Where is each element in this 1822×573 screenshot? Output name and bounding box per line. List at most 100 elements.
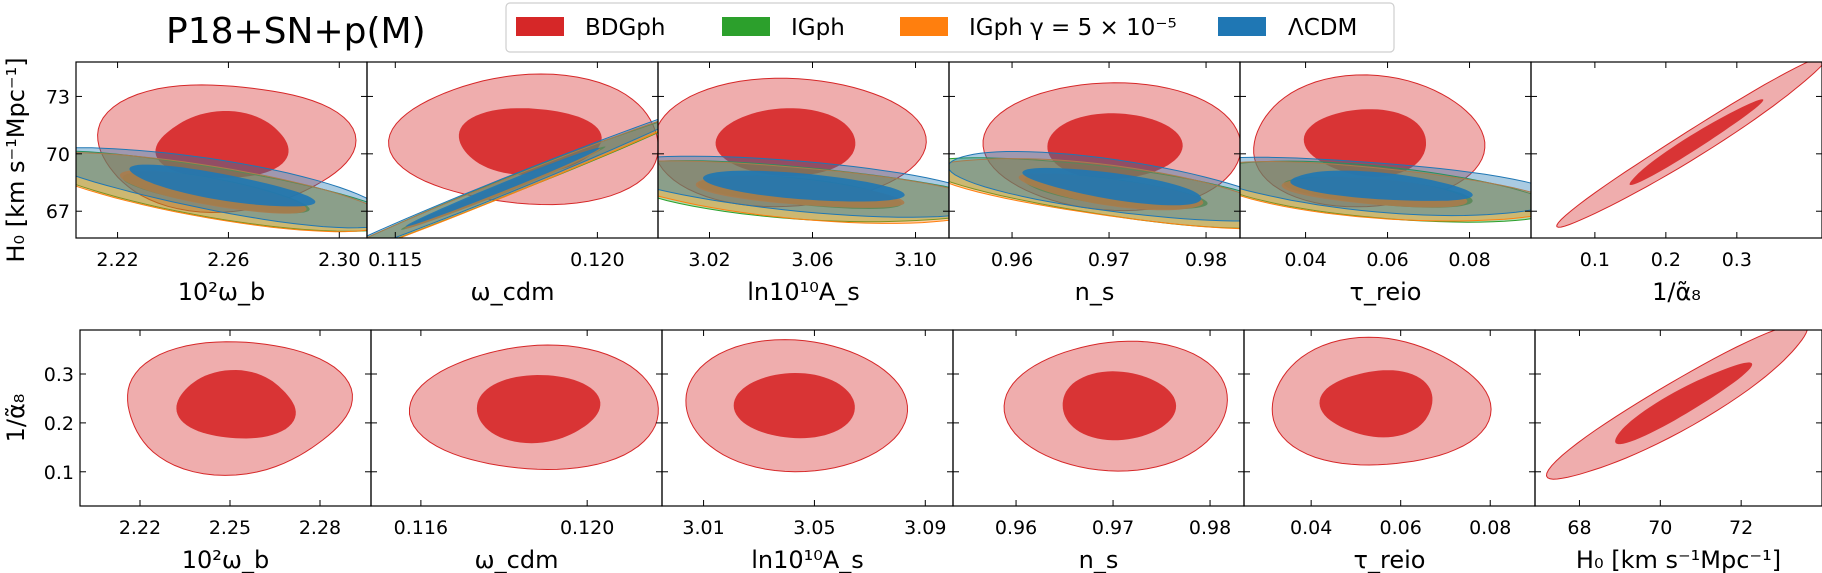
x-axis-label: τ_reio [1354,546,1426,573]
x-tick-label: 0.08 [1448,249,1490,271]
x-tick-label: 0.06 [1366,249,1408,271]
x-axis-label: ln10¹⁰A_s [751,546,864,573]
row2-panel-n-s: 0.96 0.97 0.98 [952,329,1245,539]
row1-panel-n-s-contours [949,82,1240,230]
contour-68-bdgph [733,373,855,439]
row2-panel-h0-frame [1534,329,1822,507]
panels-layer: 2.22 2.26 2.30 0.115 0.120 3.02 3.06 3.10 0.96 0.… [75,61,1822,539]
legend-label-igph: IGph [791,15,845,41]
contour-68-bdgph [476,375,601,444]
contour-68-bdgph [1629,99,1764,185]
row1-panel-tau-reio: 0.04 0.06 0.08 [1239,61,1532,271]
x-tick-label: 3.09 [904,517,946,539]
x-axis-label: τ_reio [1350,278,1422,306]
row1-panel-inv-alpha8: 0.1 0.2 0.3 [1530,61,1822,271]
contour-68-bdgph [155,111,289,178]
y-tick-label: 67 [46,201,70,223]
row2-panel-tau-reio: 0.04 0.06 0.08 [1243,329,1536,539]
x-tick-label: 3.02 [688,249,730,271]
x-tick-label: 2.26 [207,249,249,271]
x-tick-label: 3.05 [793,517,835,539]
row2-panel-ln-as: 3.01 3.05 3.09 [661,329,954,539]
row1-panel-n-s: 0.96 0.97 0.98 [948,61,1241,271]
contour-68-bdgph [1062,371,1177,441]
x-tick-label: 0.115 [368,249,422,271]
x-tick-label: 68 [1567,517,1591,539]
x-axis-label: n_s [1075,278,1115,306]
x-tick-label: 0.97 [1092,517,1134,539]
labels-layer: 10²ω_b ω_cdm ln10¹⁰A_s n_s τ_reio 1/α̃₈ 67 70 73… [2,57,1781,573]
y-axis-label: H₀ [km s⁻¹Mpc⁻¹] [2,57,30,262]
x-axis-label: 10²ω_b [182,546,270,573]
x-tick-label: 0.06 [1380,517,1422,539]
x-tick-label: 0.98 [1189,517,1231,539]
x-axis-label: H₀ [km s⁻¹Mpc⁻¹] [1576,546,1781,573]
x-tick-label: 0.96 [991,249,1033,271]
x-axis-label: 10²ω_b [178,278,266,306]
row1-panel-omega-b-contours [76,84,367,233]
contour-68-lcdm [129,164,316,207]
x-tick-label: 0.08 [1469,517,1511,539]
contour-68-lcdm [703,170,905,202]
row1-panel-tau-reio-contours [1240,74,1531,223]
y-tick-label: 0.2 [44,413,74,435]
x-tick-label: 0.04 [1284,249,1326,271]
x-tick-label: 0.3 [1722,249,1752,271]
x-tick-label: 0.120 [570,249,624,271]
contour-68-bdgph [1319,370,1433,438]
row2-panel-h0-contours [1545,330,1808,480]
x-tick-label: 0.120 [560,517,614,539]
y-tick-label: 73 [46,86,70,108]
chart-title: P18+SN+p(M) [166,11,426,52]
x-tick-label: 3.01 [682,517,724,539]
x-tick-label: 2.25 [209,517,251,539]
x-tick-label: 0.04 [1290,517,1332,539]
x-tick-label: 0.96 [995,517,1037,539]
contour-68-bdgph [1047,113,1183,180]
x-tick-label: 2.30 [318,249,360,271]
x-tick-label: 3.10 [894,249,936,271]
x-tick-label: 3.06 [791,249,833,271]
row2-panel-omega-b-contours [127,341,353,476]
legend: BDGph IGph IGph γ = 5 × 10⁻⁵ ΛCDM [505,2,1395,53]
row2-panel-h0: 68 70 72 [1534,329,1822,539]
row2-panel-omega-cdm: 0.116 0.120 [370,329,663,539]
legend-swatch-igph [722,17,770,36]
row1-panel-omega-b: 2.22 2.26 2.30 [75,61,368,271]
row1-panel-ln-as: 3.02 3.06 3.10 [657,61,950,271]
row1-panel-ln-as-contours [658,77,949,224]
legend-label-bdgph: BDGph [585,15,666,41]
x-tick-label: 70 [1648,517,1672,539]
legend-label-lcdm: ΛCDM [1288,15,1357,41]
y-axis-label: 1/α̃₈ [2,394,30,443]
x-axis-label: ω_cdm [475,546,559,573]
row2-panel-omega-cdm-contours [409,344,659,471]
row1-panel-omega-cdm: 0.115 0.120 [366,61,659,271]
legend-swatch-igph-gamma [900,17,948,36]
x-axis-label: n_s [1079,546,1119,573]
row1-panel-inv-alpha8-contours [1556,62,1822,228]
row1-panel-omega-cdm-contours [367,73,658,238]
legend-label-igph-gamma: IGph γ = 5 × 10⁻⁵ [969,15,1177,41]
x-tick-label: 2.28 [299,517,341,539]
row2-panel-n-s-contours [1003,340,1228,472]
y-tick-label: 0.1 [44,462,74,484]
contour-68-lcdm [1290,170,1473,201]
row2-panel-ln-as-contours [685,339,909,473]
row2-panel-tau-reio-contours [1271,336,1492,466]
x-tick-label: 2.22 [119,517,161,539]
x-axis-label: 1/α̃₈ [1652,278,1701,306]
x-tick-label: 0.1 [1580,249,1610,271]
x-tick-label: 0.116 [394,517,448,539]
x-tick-label: 72 [1729,517,1753,539]
x-tick-label: 2.22 [96,249,138,271]
contour-68-bdgph [1615,362,1753,445]
legend-swatch-bdgph [516,17,564,36]
y-tick-label: 0.3 [44,364,74,386]
legend-swatch-lcdm [1218,17,1266,36]
row2-panel-omega-b: 2.22 2.25 2.28 [79,329,372,539]
contour-68-bdgph [715,108,856,176]
x-tick-label: 0.2 [1651,249,1681,271]
contour-68-bdgph [176,370,296,439]
